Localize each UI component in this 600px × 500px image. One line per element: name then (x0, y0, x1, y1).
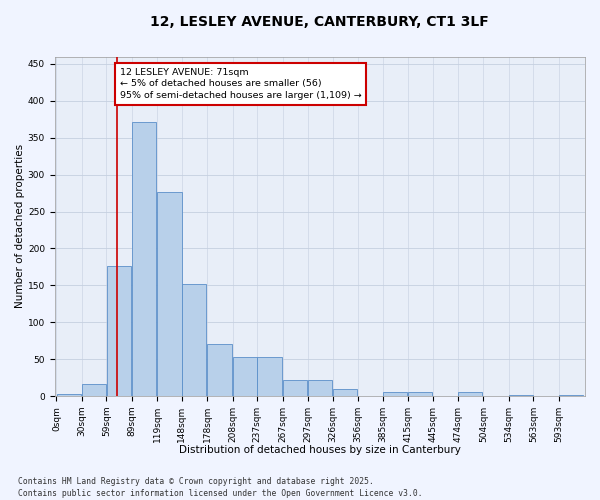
Bar (157, 192, 182, 396)
Bar (308, 380, 332, 396)
Bar (383, 392, 407, 396)
Bar (182, 284, 206, 396)
Bar (458, 392, 482, 396)
Bar (408, 392, 433, 396)
Bar (283, 380, 307, 396)
Bar (257, 357, 281, 396)
Bar (107, 266, 131, 396)
Bar (233, 357, 257, 396)
Text: 12 LESLEY AVENUE: 71sqm
← 5% of detached houses are smaller (56)
95% of semi-det: 12 LESLEY AVENUE: 71sqm ← 5% of detached… (120, 68, 362, 100)
Title: 12, LESLEY AVENUE, CANTERBURY, CT1 3LF: 12, LESLEY AVENUE, CANTERBURY, CT1 3LF (151, 15, 489, 29)
Bar (208, 344, 232, 396)
Y-axis label: Number of detached properties: Number of detached properties (15, 144, 25, 308)
Bar (333, 390, 357, 396)
Bar (82, 384, 106, 396)
Text: Contains HM Land Registry data © Crown copyright and database right 2025.
Contai: Contains HM Land Registry data © Crown c… (18, 476, 422, 498)
Bar (132, 122, 156, 396)
X-axis label: Distribution of detached houses by size in Canterbury: Distribution of detached houses by size … (179, 445, 461, 455)
Bar (56, 394, 81, 396)
